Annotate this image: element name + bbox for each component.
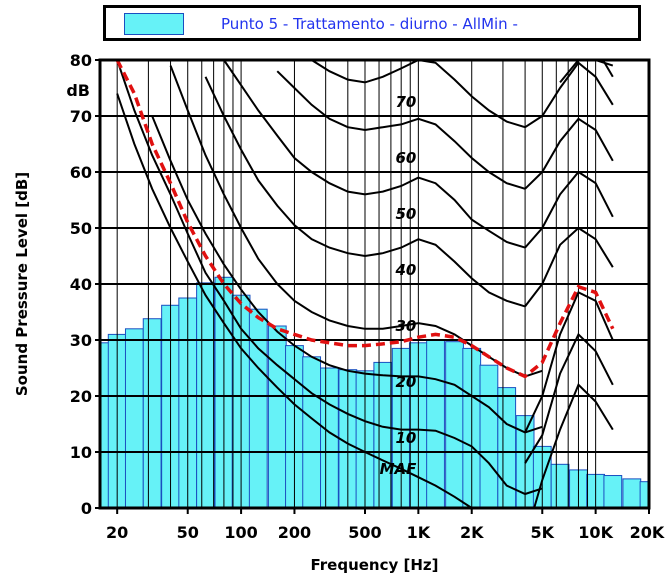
curve-label: 30: [395, 317, 416, 335]
loudness-curve: [276, 70, 526, 190]
spectrum-bar: [479, 364, 499, 509]
legend-text: Punto 5 - Trattamento - diurno - AllMin …: [221, 15, 518, 33]
x-tick-label: 2K: [460, 523, 484, 542]
loudness-curve: [223, 59, 526, 249]
loudness-curve: [116, 59, 543, 496]
spectrum-bar: [622, 478, 642, 509]
x-tick-label: 100: [224, 523, 257, 542]
spectrum-bar: [302, 356, 322, 509]
spectrum-bar: [603, 475, 623, 509]
curve-label: 60: [395, 149, 416, 167]
overall-threshold-curve: [115, 59, 615, 379]
x-axis-title: Frequency [Hz]: [310, 556, 438, 574]
spectrum-bar: [124, 328, 144, 509]
loudness-curve: [524, 226, 614, 308]
curve-label: 50: [395, 205, 416, 223]
x-tick-label: 50: [177, 523, 199, 542]
x-tick-label: 10K: [578, 523, 613, 542]
loudness-curve: [533, 383, 614, 509]
y-tick-label: 30: [70, 331, 92, 350]
loudness-curve: [524, 117, 614, 190]
y-tick-label: 20: [70, 387, 92, 406]
y-tick-label: 70: [70, 107, 92, 126]
y-tick-label: 50: [70, 219, 92, 238]
spectrum-bar: [373, 361, 393, 509]
loudness-curve: [524, 61, 614, 129]
spectrum-bar: [497, 387, 517, 509]
x-tick-label: 1K: [407, 523, 431, 542]
loudness-curve: [204, 76, 526, 308]
spectrum-bar: [142, 318, 162, 509]
y-axis-title: Sound Pressure Level [dB]: [13, 172, 31, 396]
x-tick-label: 20K: [630, 523, 665, 542]
series-layer: [115, 58, 615, 509]
loudness-curve: [524, 170, 614, 249]
x-tick-label: 20: [106, 523, 128, 542]
x-tick-label: 5K: [531, 523, 555, 542]
y-tick-label: 0: [81, 499, 92, 518]
y-tick-label: 60: [70, 163, 92, 182]
legend: Punto 5 - Trattamento - diurno - AllMin …: [103, 5, 641, 41]
spectrum-bar: [267, 325, 287, 509]
y-tick-label: 40: [70, 275, 92, 294]
loudness-curve: [151, 115, 543, 434]
y-unit-label: dB: [66, 81, 90, 100]
y-tick-label: 80: [70, 51, 92, 70]
curve-label: 20: [395, 373, 416, 391]
curve-labels-layer: 70 60 50 40 30 20 10 MAF: [380, 93, 418, 478]
curve-label: 70: [395, 93, 416, 111]
loudness-curve: [602, 59, 614, 78]
spectrum-bar: [550, 463, 570, 509]
loudness-curve: [524, 332, 614, 464]
spectrum-bar: [320, 367, 339, 509]
x-tick-label: 500: [348, 523, 381, 542]
loudness-curve: [524, 291, 614, 433]
curve-label: 40: [394, 261, 416, 279]
curve-label: MAF: [380, 460, 418, 478]
tick-labels-layer: 20 50 100 200 500 1K 2K 5K 10K 20K010203040506070…: [70, 51, 665, 542]
legend-swatch: [124, 13, 184, 35]
x-tick-label: 200: [278, 523, 311, 542]
curve-label: 10: [395, 429, 416, 447]
y-tick-label: 10: [70, 443, 92, 462]
loudness-curve: [169, 65, 543, 378]
spectrum-bar: [445, 341, 464, 509]
loudness-curve: [116, 93, 473, 509]
